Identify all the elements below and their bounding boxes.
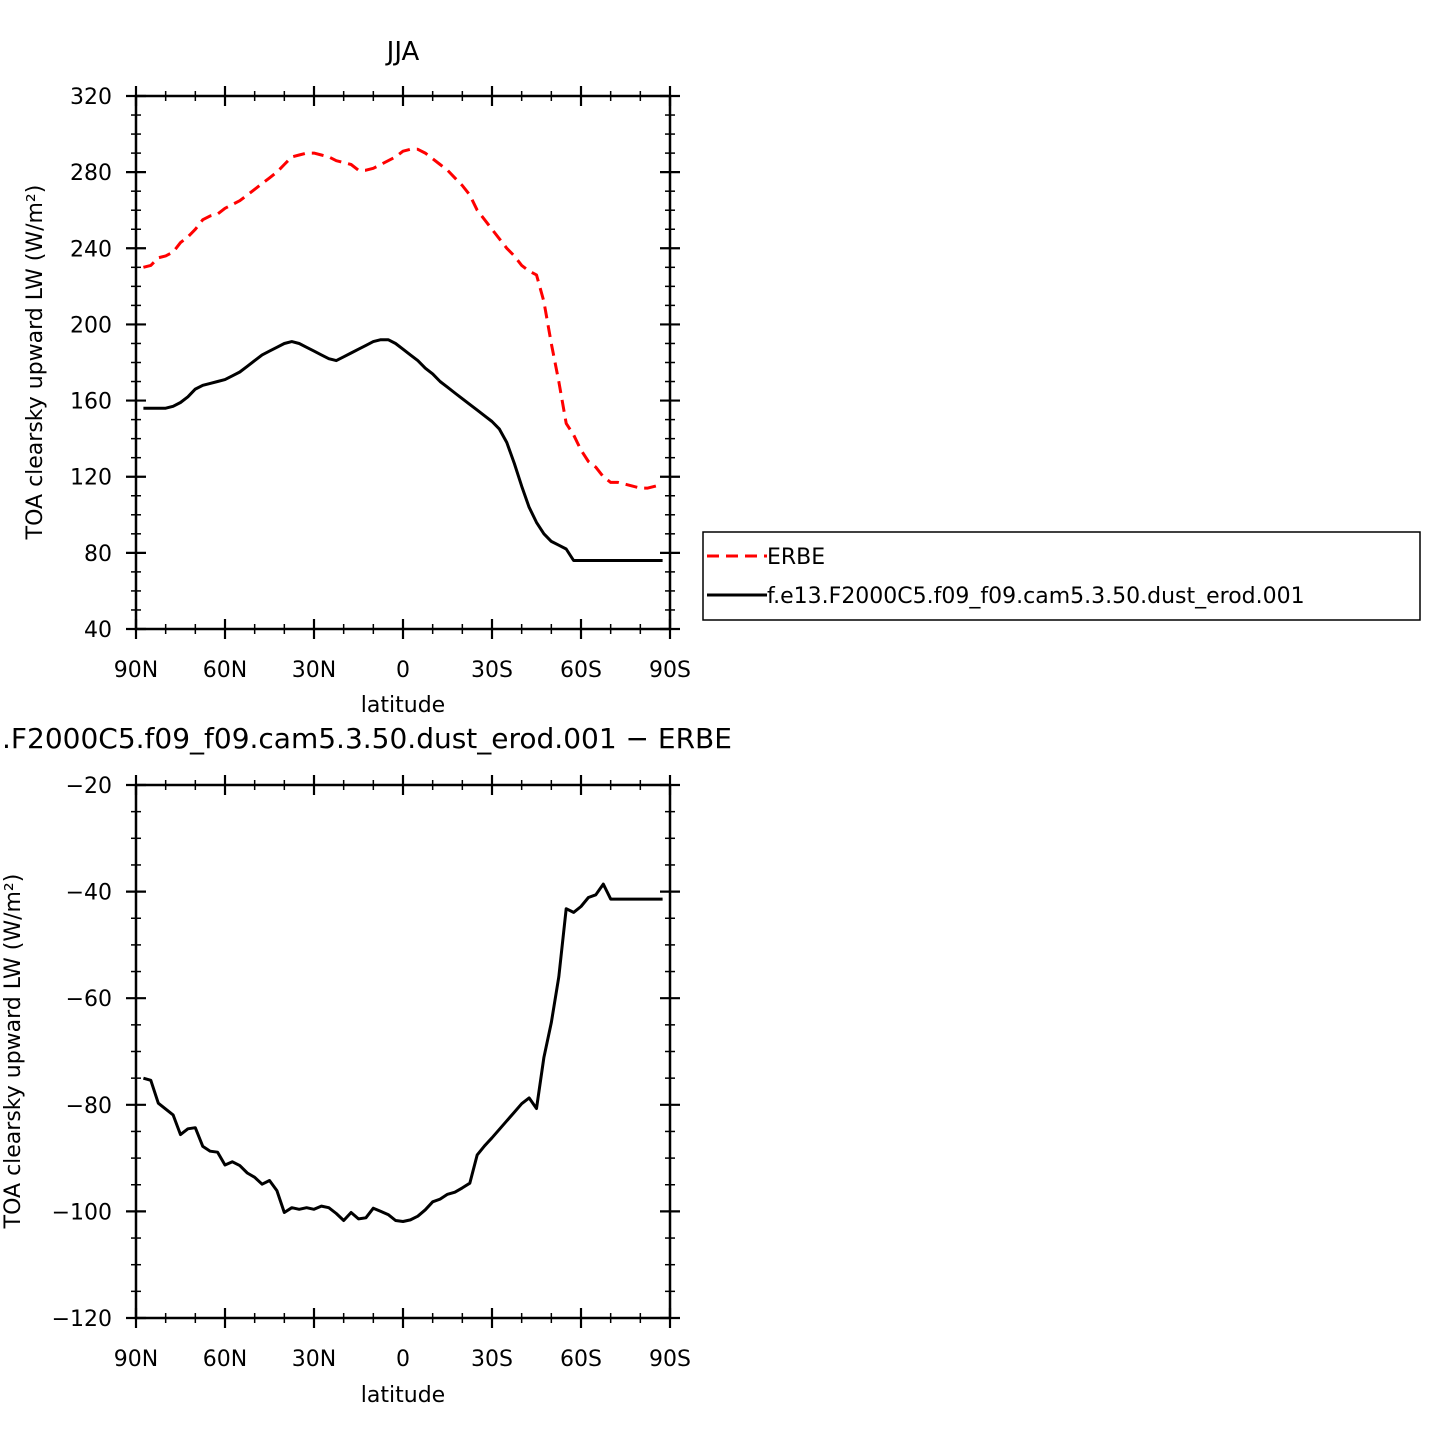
bottom-x-tick-label: 60S bbox=[560, 1347, 602, 1372]
bottom-x-tick-label: 30N bbox=[292, 1347, 336, 1372]
top-panel-y-axis-label: TOA clearsky upward LW (W/m²) bbox=[23, 185, 48, 541]
top-x-tick-label: 90N bbox=[114, 658, 158, 683]
top-y-tick-label: 80 bbox=[84, 542, 112, 567]
legend-box bbox=[702, 531, 1421, 621]
bottom-panel-series-layer bbox=[142, 882, 663, 1223]
top-panel-ticks: 40 80 120 160 200 240 280 320 90N 60N 30N 0 30S 60S 90… bbox=[70, 85, 691, 683]
bottom-panel-ticks: −120 −100 −80 −60 −40 −20 90N 60N 30N 0 30S 60S 90S bbox=[52, 774, 691, 1372]
bottom-y-tick-label: −120 bbox=[52, 1307, 112, 1332]
bottom-panel: .F2000C5.f09_f09.cam5.3.50.dust_erod.001… bbox=[1, 722, 732, 1408]
top-series-line-1 bbox=[143, 147, 663, 490]
bottom-y-tick-label: −40 bbox=[66, 881, 112, 906]
top-panel: JJA 40 80 120 160 200 240 280 320 90N 60N 30N 0 30S 6… bbox=[23, 37, 1421, 718]
bottom-series-line-1 bbox=[142, 882, 663, 1223]
top-y-tick-label: 40 bbox=[84, 618, 112, 643]
bottom-panel-title: .F2000C5.f09_f09.cam5.3.50.dust_erod.001… bbox=[2, 722, 732, 755]
legend-label-erbe: ERBE bbox=[767, 545, 825, 570]
top-x-tick-label: 90S bbox=[649, 658, 691, 683]
top-y-tick-label: 240 bbox=[70, 237, 112, 262]
bottom-x-tick-label: 30S bbox=[471, 1347, 513, 1372]
top-y-tick-label: 280 bbox=[70, 161, 112, 186]
top-panel-x-axis-label: latitude bbox=[361, 693, 445, 718]
top-panel-series-layer bbox=[143, 147, 663, 562]
bottom-y-tick-label: −80 bbox=[66, 1094, 112, 1119]
top-panel-title: JJA bbox=[385, 37, 420, 67]
top-y-tick-label: 120 bbox=[70, 466, 112, 491]
top-x-tick-label: 60S bbox=[560, 658, 602, 683]
legend: ERBE f.e13.F2000C5.f09_f09.cam5.3.50.dus… bbox=[702, 531, 1421, 621]
top-series-line-2 bbox=[143, 338, 663, 562]
bottom-panel-y-axis-label: TOA clearsky upward LW (W/m²) bbox=[1, 874, 26, 1230]
top-x-tick-label: 30N bbox=[292, 658, 336, 683]
bottom-y-tick-label: −60 bbox=[66, 987, 112, 1012]
top-x-tick-label: 30S bbox=[471, 658, 513, 683]
legend-label-model: f.e13.F2000C5.f09_f09.cam5.3.50.dust_ero… bbox=[767, 584, 1305, 609]
top-x-tick-label: 0 bbox=[396, 658, 410, 683]
top-panel-frame bbox=[134, 94, 672, 631]
top-y-tick-label: 320 bbox=[70, 85, 112, 110]
bottom-x-tick-label: 60N bbox=[203, 1347, 247, 1372]
bottom-y-tick-label: −20 bbox=[66, 774, 112, 799]
bottom-panel-x-axis-label: latitude bbox=[361, 1383, 445, 1408]
bottom-x-tick-label: 0 bbox=[396, 1347, 410, 1372]
top-y-tick-label: 200 bbox=[70, 313, 112, 338]
bottom-x-tick-label: 90S bbox=[649, 1347, 691, 1372]
top-y-tick-label: 160 bbox=[70, 390, 112, 415]
bottom-x-tick-label: 90N bbox=[114, 1347, 158, 1372]
bottom-panel-frame bbox=[134, 783, 672, 1320]
bottom-y-tick-label: −100 bbox=[52, 1200, 112, 1225]
top-x-tick-label: 60N bbox=[203, 658, 247, 683]
